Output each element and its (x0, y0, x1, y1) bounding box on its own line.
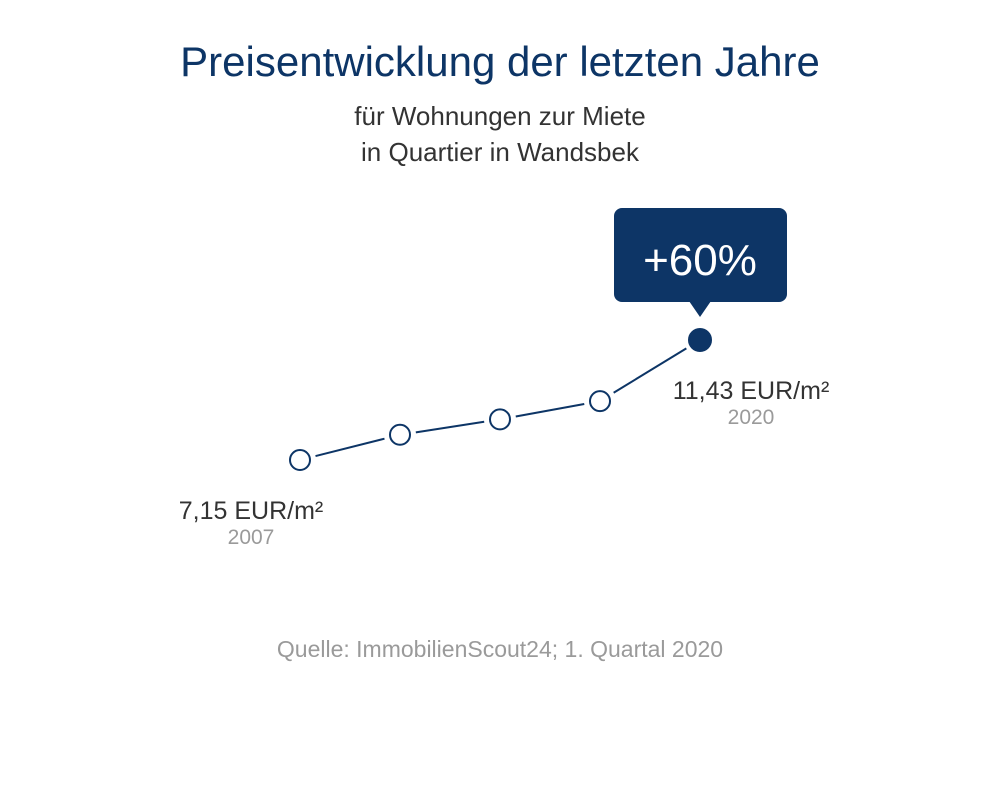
chart-title: Preisentwicklung der letzten Jahre (180, 38, 820, 85)
change-badge-pointer (689, 301, 711, 317)
series-line (315, 347, 687, 458)
data-point-latest (688, 328, 712, 352)
line-segment (613, 347, 687, 394)
data-points (289, 328, 712, 471)
data-point (289, 449, 311, 471)
data-point (389, 423, 411, 446)
subtitle-line-2: in Quartier in Wandsbek (361, 137, 639, 167)
start-value-label: 7,15 EUR/m² (179, 497, 323, 525)
data-point (589, 390, 611, 413)
change-badge-label: +60% (643, 236, 757, 285)
end-value-label: 11,43 EUR/m² (673, 377, 830, 405)
start-year-label: 2007 (228, 526, 275, 549)
line-segment (315, 437, 385, 458)
source-note: Quelle: ImmobilienScout24; 1. Quartal 20… (276, 636, 724, 662)
line-segment (515, 403, 585, 418)
chart-subtitle: für Wohnungen zur Miete in Quartier in W… (0, 98, 1000, 170)
change-badge: +60% (614, 208, 787, 317)
line-segment (415, 420, 485, 434)
subtitle-line-1: für Wohnungen zur Miete (354, 101, 646, 131)
change-badge-box (614, 208, 787, 302)
data-point (489, 408, 511, 431)
end-year-label: 2020 (728, 406, 775, 429)
